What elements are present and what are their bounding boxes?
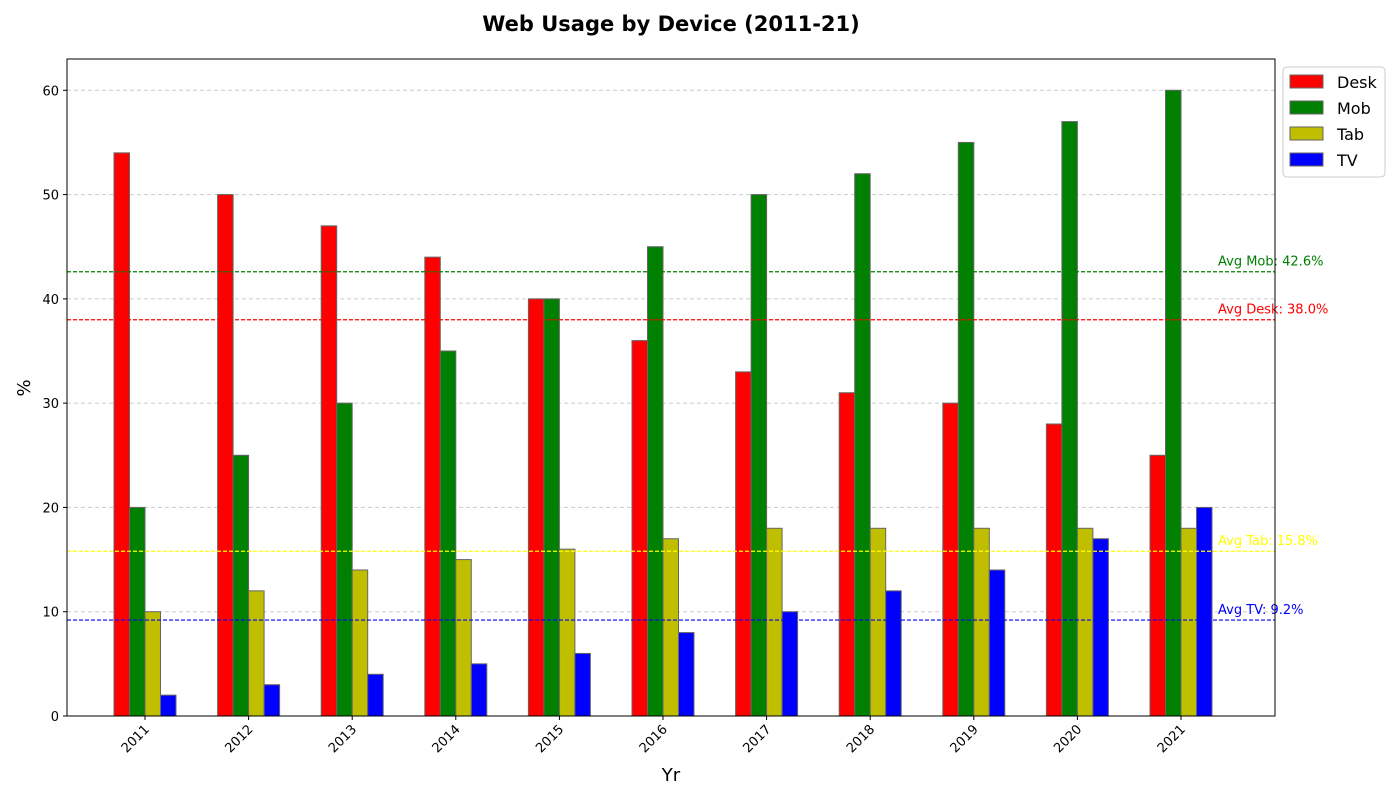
bar-tab-2014 — [455, 559, 472, 717]
y-tick-label: 20 — [42, 501, 59, 516]
bar-desk-2014 — [424, 256, 441, 717]
x-tick-label: 2014 — [430, 722, 464, 756]
bar-desk-2021 — [1149, 454, 1166, 717]
legend-frame — [1282, 66, 1386, 178]
bar-tv-2017 — [781, 611, 799, 717]
bar-tab-2020 — [1076, 527, 1094, 717]
legend: Desk Mob Tab TV — [1282, 66, 1386, 178]
y-axis: 0 10 20 30 40 50 60 — [42, 84, 67, 725]
bar-tv-2016 — [678, 632, 695, 717]
bar-tab-2016 — [662, 538, 679, 717]
bar-desk-2020 — [1045, 423, 1063, 717]
plot-frame — [66, 58, 1276, 717]
x-tick-label: 2018 — [844, 722, 878, 756]
bar-desk-2019 — [942, 402, 959, 717]
bar-mob-2015 — [543, 298, 560, 717]
x-tick-label: 2019 — [948, 722, 982, 756]
bar-mob-2013 — [336, 402, 353, 717]
x-tick-label: 2015 — [533, 722, 567, 756]
average-lines: Avg Mob: 42.6% Avg Desk: 38.0% Avg Tab: 15… — [67, 255, 1328, 621]
x-tick-label: 2011 — [119, 722, 153, 756]
average-label: Avg Desk: 38.0% — [1218, 303, 1328, 318]
bar-tv-2019 — [988, 569, 1006, 717]
bar-desk-2016 — [631, 340, 648, 717]
x-axis: 2011 2012 2013 2014 2015 2016 2017 2018 2019 2020… — [119, 716, 1189, 756]
bar-tv-2012 — [263, 684, 281, 717]
legend-swatch-tv — [1289, 152, 1324, 167]
legend-label-mob: Mob — [1337, 99, 1371, 118]
bar-tv-2015 — [574, 652, 591, 717]
bar-desk-2018 — [838, 392, 856, 717]
bar-tab-2017 — [766, 527, 783, 717]
bar-desk-2012 — [217, 194, 234, 717]
bar-mob-2014 — [439, 350, 457, 717]
bar-tv-2014 — [470, 663, 488, 717]
x-tick-label: 2013 — [326, 722, 360, 756]
bar-tab-2021 — [1180, 527, 1197, 717]
chart-title: Web Usage by Device (2011-21) — [482, 12, 860, 36]
legend-label-tab: Tab — [1336, 125, 1364, 144]
legend-label-desk: Desk — [1337, 73, 1378, 92]
bar-tv-2020 — [1092, 538, 1109, 717]
bar-mob-2012 — [232, 454, 250, 717]
bar-tv-2018 — [885, 590, 902, 717]
legend-swatch-mob — [1289, 100, 1324, 115]
bar-tv-2021 — [1196, 506, 1213, 717]
legend-label-tv: TV — [1336, 151, 1358, 170]
bar-tab-2018 — [869, 527, 887, 717]
bar-mob-2019 — [957, 141, 975, 717]
x-tick-label: 2012 — [222, 722, 256, 756]
bars — [113, 89, 1213, 717]
bar-tab-2013 — [351, 569, 369, 717]
bar-tab-2015 — [558, 548, 576, 717]
y-axis-label: % — [14, 379, 35, 396]
bar-mob-2011 — [129, 506, 146, 717]
bar-desk-2013 — [320, 225, 338, 717]
y-tick-label: 30 — [42, 397, 59, 412]
bar-mob-2018 — [854, 173, 871, 717]
bar-tab-2019 — [973, 527, 990, 717]
y-tick-label: 40 — [42, 293, 59, 308]
bar-mob-2016 — [647, 246, 664, 717]
x-tick-label: 2016 — [637, 722, 671, 756]
x-tick-label: 2020 — [1051, 722, 1085, 756]
bar-tab-2012 — [248, 590, 265, 717]
bar-mob-2020 — [1061, 121, 1078, 717]
bar-tab-2011 — [144, 611, 161, 717]
x-tick-label: 2017 — [740, 722, 774, 756]
bar-desk-2015 — [527, 298, 545, 717]
bar-desk-2017 — [735, 371, 752, 717]
legend-swatch-tab — [1289, 126, 1324, 141]
average-label: Avg Mob: 42.6% — [1218, 255, 1323, 270]
bar-tv-2011 — [160, 694, 177, 717]
bar-desk-2011 — [113, 152, 130, 717]
bar-tv-2013 — [367, 673, 384, 717]
y-tick-label: 60 — [42, 84, 59, 99]
legend-swatch-desk — [1289, 74, 1324, 89]
y-tick-label: 50 — [42, 189, 59, 204]
average-label: Avg Tab: 15.8% — [1218, 534, 1318, 549]
x-tick-label: 2021 — [1155, 722, 1189, 756]
y-tick-label: 0 — [51, 710, 59, 725]
x-axis-label: Yr — [661, 765, 681, 786]
average-label: Avg TV: 9.2% — [1218, 603, 1304, 618]
y-tick-label: 10 — [42, 606, 59, 621]
bar-mob-2017 — [750, 194, 768, 717]
bar-mob-2021 — [1165, 89, 1182, 717]
